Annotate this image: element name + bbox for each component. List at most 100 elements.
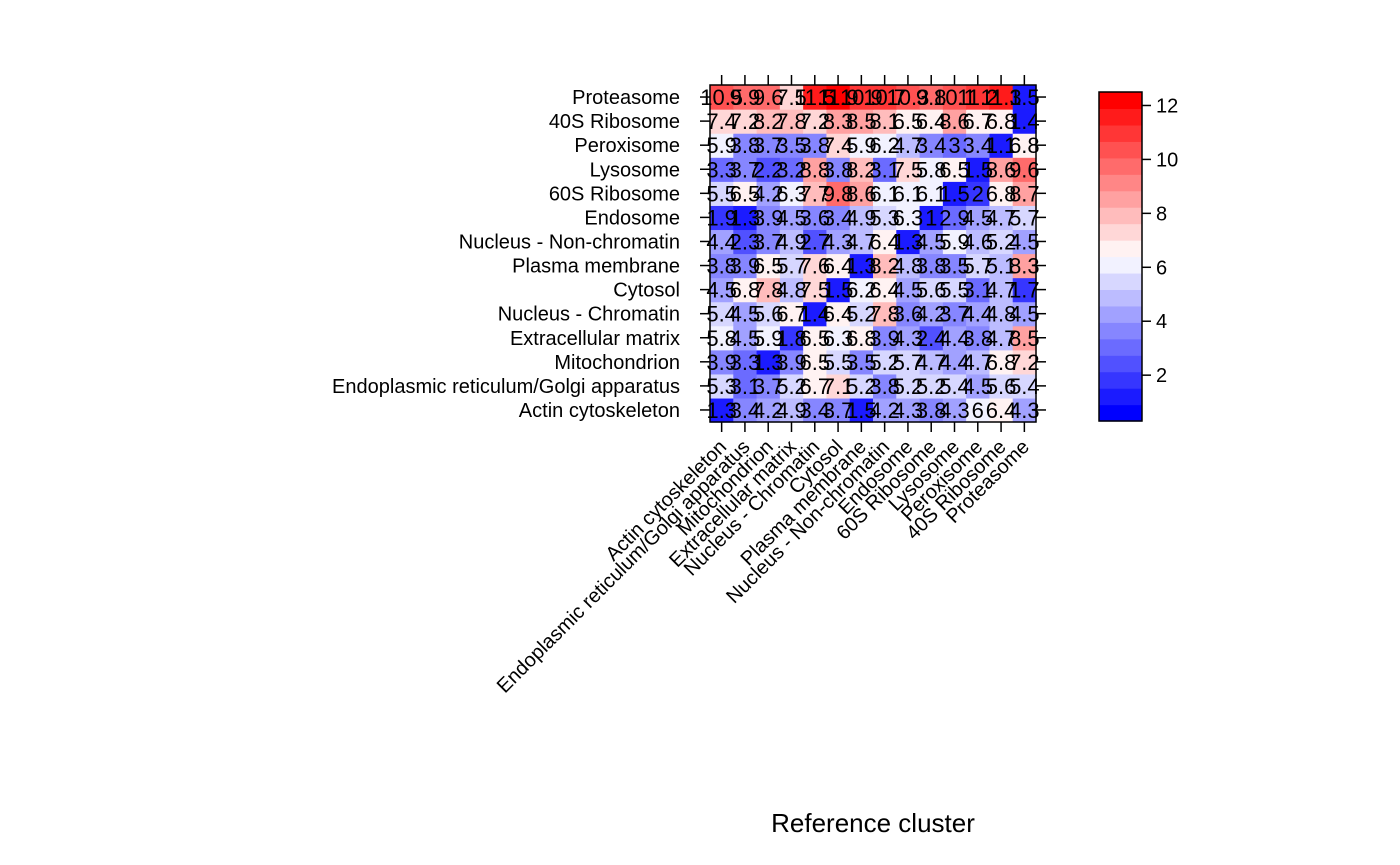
heatmap-cell (756, 229, 781, 255)
cell-value-label: 6.5 (753, 254, 784, 279)
cell-value-label: 10.1 (933, 85, 976, 110)
cell-value-label: 1.5 (846, 398, 877, 423)
cell-value-label: 3.8 (962, 326, 993, 351)
cell-value-label: 4.5 (893, 278, 924, 303)
cell-value-label: 3.6 (893, 302, 924, 327)
heatmap-cell (733, 277, 758, 303)
heatmap-cell (826, 229, 851, 255)
y-tick-label: Cytosol (613, 280, 680, 302)
heatmap-cell (756, 253, 781, 279)
cell-value-label: 5.5 (939, 278, 970, 303)
heatmap-cell (710, 373, 734, 399)
cell-value-label: 7.2 (799, 109, 830, 134)
cell-value-label: 5.4 (1009, 374, 1040, 399)
heatmap-cell (989, 349, 1014, 375)
heatmap-cell (989, 373, 1014, 399)
cell-value-label: 2.3 (730, 229, 761, 254)
colorbar-segment (1099, 207, 1142, 225)
heatmap-cell (942, 373, 967, 399)
heatmap-cell (942, 229, 967, 255)
heatmap-cell (756, 133, 781, 158)
colorbar-segment (1099, 289, 1142, 307)
y-tick-label: Actin cytoskeleton (519, 400, 680, 422)
cell-value-label: 3.5 (776, 133, 807, 158)
cell-value-label: 1.3 (846, 254, 877, 279)
heatmap-cell (873, 277, 897, 303)
heatmap-cell (733, 349, 758, 375)
heatmap-cell (896, 157, 921, 182)
heatmap-cell (919, 397, 944, 423)
heatmap-cell (733, 397, 758, 423)
heatmap-cell (803, 85, 828, 110)
heatmap-cell (849, 253, 874, 279)
heatmap-cell (989, 301, 1014, 327)
cell-value-label: 1.3 (753, 350, 784, 375)
colorbar-segment (1099, 404, 1142, 422)
cell-value-label: 4.8 (986, 302, 1017, 327)
cell-value-label: 7.2 (1009, 350, 1040, 375)
heatmap-cell (733, 85, 758, 110)
heatmap-cell (756, 277, 781, 303)
cell-value-label: 3 (948, 133, 960, 158)
cell-value-label: 3.9 (706, 350, 737, 375)
heatmap-cell (803, 301, 828, 327)
cell-value-label: 9.8 (823, 181, 854, 206)
heatmap-cell (942, 133, 967, 158)
heatmap-cell (1012, 205, 1037, 231)
cell-value-label: 6.4 (823, 254, 854, 279)
heatmap-cell (942, 325, 967, 351)
cell-value-label: 3.6 (799, 205, 830, 230)
heatmap-cell (803, 157, 828, 182)
cell-value-label: 6.2 (869, 133, 900, 158)
heatmap-cell (826, 85, 851, 110)
colorbar-segment (1099, 223, 1142, 241)
cell-value-label: 4.7 (986, 326, 1017, 351)
heatmap-cell (710, 133, 734, 158)
heatmap-cell (710, 109, 734, 134)
cell-value-label: 11.3 (980, 85, 1021, 110)
cell-value-label: 6.8 (986, 109, 1017, 134)
cell-value-label: 10.9 (840, 85, 883, 110)
heatmap-cell (826, 181, 851, 206)
heatmap-cell (919, 157, 944, 182)
cell-value-label: 7.1 (823, 374, 854, 399)
cell-value-label: 4.7 (962, 350, 993, 375)
cell-value-label: 8.2 (869, 254, 900, 279)
colorbar-segment (1099, 157, 1142, 175)
heatmap-cell (733, 205, 758, 231)
heatmap-cell (826, 109, 851, 134)
cell-value-label: 7.5 (776, 85, 807, 110)
colorbar-segment (1099, 240, 1142, 258)
cell-value-label: 5.6 (986, 374, 1017, 399)
heatmap-cell (873, 85, 897, 110)
heatmap-cell (756, 373, 781, 399)
cell-value-label: 6.3 (776, 181, 807, 206)
cell-value-label: 5.2 (869, 350, 900, 375)
heatmap-cell (966, 253, 991, 279)
heatmap-cell (989, 181, 1014, 206)
cell-value-label: 6.5 (799, 326, 830, 351)
heatmap-cell (756, 325, 781, 351)
heatmap-cell (966, 397, 991, 423)
heatmap-cell (1012, 133, 1037, 158)
heatmap-cell (710, 181, 734, 206)
heatmap-cell (989, 157, 1014, 182)
cell-value-label: 2.4 (916, 326, 947, 351)
heatmap-cells (710, 85, 1037, 423)
colorbar-tick-label: 10 (1156, 149, 1178, 171)
heatmap-cell (756, 301, 781, 327)
cell-value-label: 5.2 (893, 374, 924, 399)
heatmap-cell (849, 109, 874, 134)
cell-value-label: 10.3 (887, 85, 930, 110)
heatmap-cell (779, 349, 804, 375)
heatmap-cell (966, 277, 991, 303)
cell-value-label: 5.2 (846, 374, 877, 399)
cell-value-label: 4.8 (893, 254, 924, 279)
heatmap-cell (733, 181, 758, 206)
heatmap-cell (942, 277, 967, 303)
cell-value-label: 8.8 (799, 157, 830, 182)
cell-value-label: 5.5 (706, 181, 737, 206)
cell-value-label: 3.1 (730, 374, 761, 399)
cell-value-label: 2.7 (799, 229, 830, 254)
cell-value-label: 4.8 (776, 278, 807, 303)
